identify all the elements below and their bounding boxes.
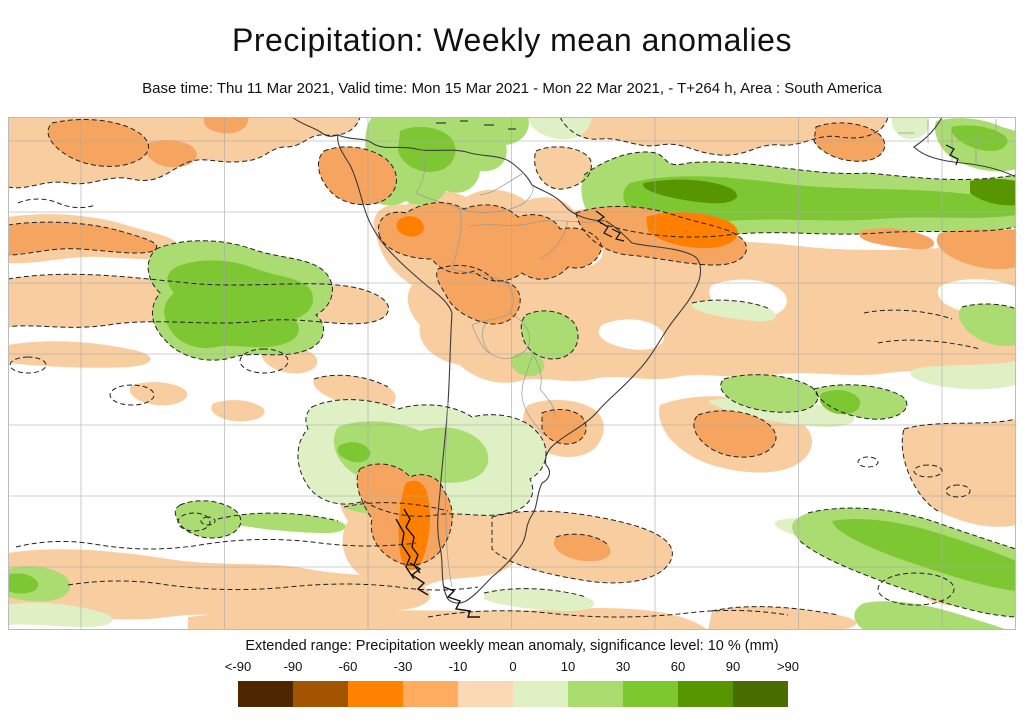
significance-contours [8,117,1016,618]
legend-tick: 60 [670,659,686,674]
legend-tick: 30 [615,659,631,674]
legend-tick-labels: <-90 -90 -60 -30 -10 0 10 30 60 90 >90 [225,659,799,674]
legend-swatch [733,681,788,707]
anomaly-map [8,117,1016,630]
legend-swatch [623,681,678,707]
legend-swatch [678,681,733,707]
legend-tick: -30 [393,659,413,674]
terrain-scribbles [395,144,959,618]
legend-swatch [458,681,513,707]
page-title: Precipitation: Weekly mean anomalies [232,22,792,58]
legend-tick: 0 [509,659,517,674]
legend-tick: <-90 [224,659,252,674]
legend-tick: -60 [338,659,358,674]
legend-tick: -90 [283,659,303,674]
legend-swatch [348,681,403,707]
legend-title: Extended range: Precipitation weekly mea… [245,638,779,654]
coastlines [291,117,1016,604]
legend-tick: >90 [776,659,800,674]
legend-swatch [513,681,568,707]
map-frame [8,117,1016,630]
legend-swatch [238,681,293,707]
legend-tick: 10 [560,659,576,674]
legend-tick: -10 [448,659,468,674]
legend-swatch [403,681,458,707]
anomaly-map-canvas [8,117,1016,630]
legend-swatch [568,681,623,707]
legend-swatch [293,681,348,707]
legend-tick: 90 [725,659,741,674]
legend-color-bar [238,681,788,707]
strong-dry-regions [8,117,1016,570]
page-subtitle: Base time: Thu 11 Mar 2021, Valid time: … [142,80,882,97]
